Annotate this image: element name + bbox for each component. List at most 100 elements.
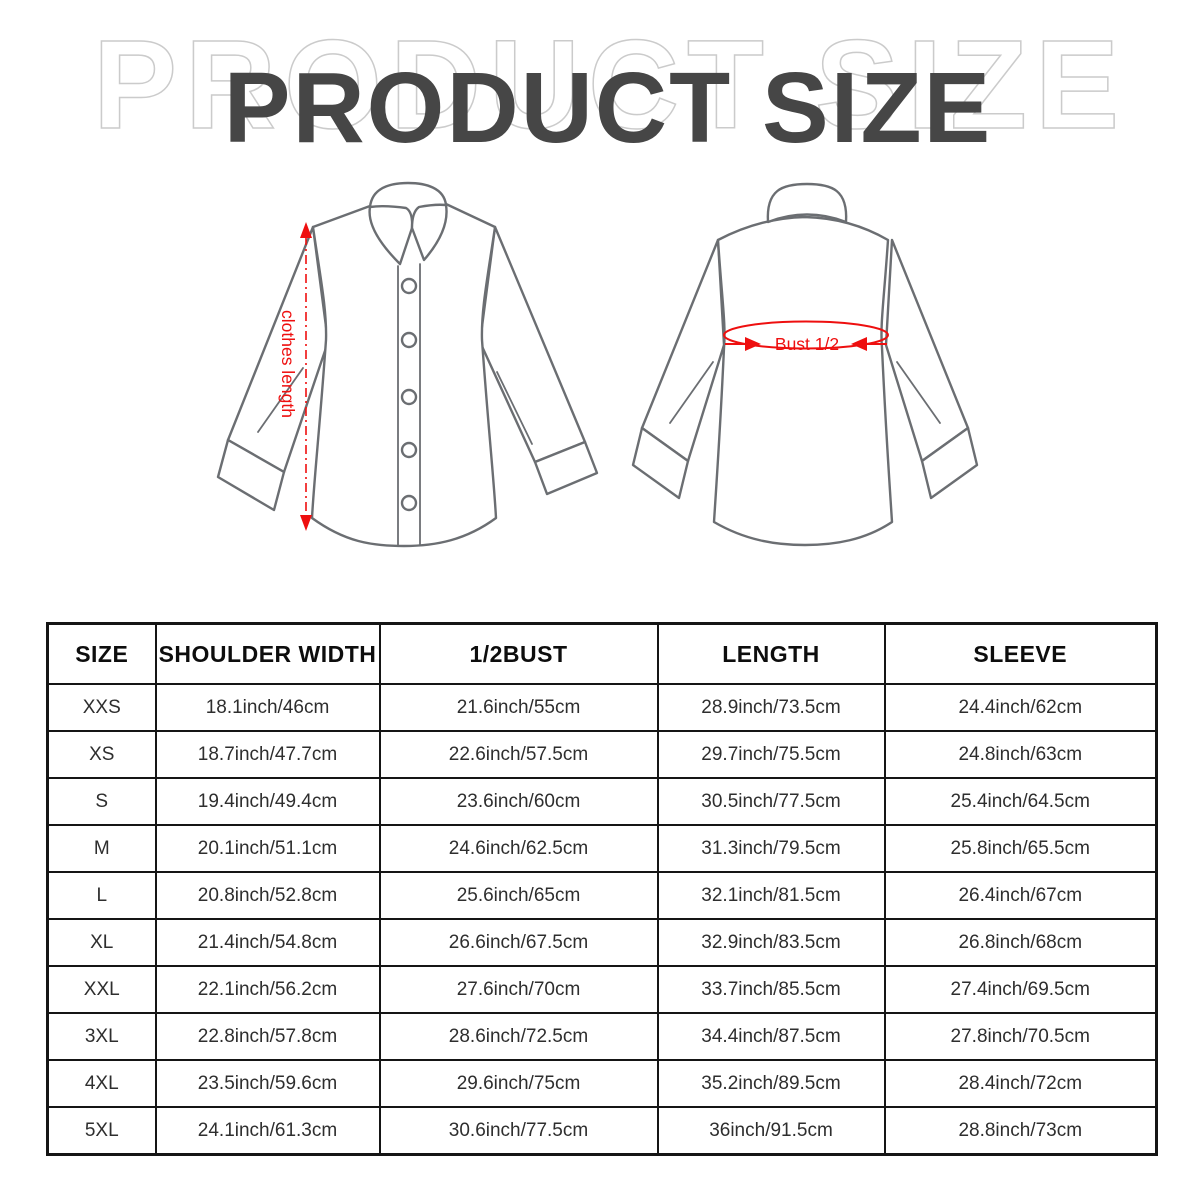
column-header-length: LENGTH (656, 622, 886, 685)
back-left-sleeve-crease (669, 361, 714, 424)
size-cell: S (46, 777, 157, 826)
column-header-sleeve: SLEEVE (883, 622, 1158, 685)
length-cell: 35.2inch/89.5cm (656, 1059, 886, 1108)
bust-cell: 27.6inch/70cm (378, 965, 659, 1014)
shoulder-cell: 18.1inch/46cm (154, 683, 381, 732)
back-collar-band (766, 182, 848, 224)
table-row: S 19.4inch/49.4cm 23.6inch/60cm 30.5inch… (46, 777, 1158, 826)
back-right-sleeve-crease (896, 361, 941, 424)
table-row: 5XL 24.1inch/61.3cm 30.6inch/77.5cm 36in… (46, 1106, 1158, 1156)
size-cell: XXS (46, 683, 157, 732)
front-placket (397, 263, 421, 546)
table-row: M 20.1inch/51.1cm 24.6inch/62.5cm 31.3in… (46, 824, 1158, 873)
table-row: L 20.8inch/52.8cm 25.6inch/65cm 32.1inch… (46, 871, 1158, 920)
table-row: 4XL 23.5inch/59.6cm 29.6inch/75cm 35.2in… (46, 1059, 1158, 1108)
size-cell: M (46, 824, 157, 873)
front-left-cuff (216, 438, 286, 512)
sleeve-cell: 26.8inch/68cm (883, 918, 1158, 967)
table-row: XXS 18.1inch/46cm 21.6inch/55cm 28.9inch… (46, 683, 1158, 732)
length-cell: 32.1inch/81.5cm (656, 871, 886, 920)
button-dot (400, 494, 418, 512)
front-shirt-diagram: clothes length (216, 181, 599, 548)
shoulder-cell: 22.1inch/56.2cm (154, 965, 381, 1014)
bust-annotation: Bust 1/2 (723, 320, 889, 354)
bust-cell: 21.6inch/55cm (378, 683, 659, 732)
length-cell: 31.3inch/79.5cm (656, 824, 886, 873)
size-cell: XXL (46, 965, 157, 1014)
shoulder-cell: 23.5inch/59.6cm (154, 1059, 381, 1108)
back-body (712, 215, 894, 547)
page-title: PRODUCT SIZE (223, 52, 993, 164)
shoulder-cell: 22.8inch/57.8cm (154, 1012, 381, 1061)
back-left-cuff (631, 426, 690, 500)
sleeve-cell: 25.4inch/64.5cm (883, 777, 1158, 826)
front-shirt-drawing (216, 181, 599, 548)
column-header-half-bust: 1/2BUST (378, 622, 659, 685)
table-row: XXL 22.1inch/56.2cm 27.6inch/70cm 33.7in… (46, 965, 1158, 1014)
front-right-sleeve-crease (496, 371, 533, 445)
length-cell: 29.7inch/75.5cm (656, 730, 886, 779)
shoulder-cell: 20.8inch/52.8cm (154, 871, 381, 920)
bust-cell: 25.6inch/65cm (378, 871, 659, 920)
sleeve-cell: 24.4inch/62cm (883, 683, 1158, 732)
bust-cell: 23.6inch/60cm (378, 777, 659, 826)
length-cell: 36inch/91.5cm (656, 1106, 886, 1156)
bust-label: Bust 1/2 (775, 334, 839, 354)
size-cell: 5XL (46, 1106, 157, 1156)
size-cell: 3XL (46, 1012, 157, 1061)
arrow-right-icon (745, 337, 761, 351)
ghost-watermark-title: PRODUCT SIZE (92, 14, 1128, 155)
front-right-cuff (533, 440, 599, 496)
bust-cell: 24.6inch/62.5cm (378, 824, 659, 873)
length-cell: 30.5inch/77.5cm (656, 777, 886, 826)
shoulder-cell: 18.7inch/47.7cm (154, 730, 381, 779)
sleeve-cell: 26.4inch/67cm (883, 871, 1158, 920)
shoulder-cell: 20.1inch/51.1cm (154, 824, 381, 873)
column-header-size: SIZE (46, 622, 157, 685)
arrow-up-icon (300, 222, 312, 238)
front-body (310, 200, 498, 548)
arrow-left-icon (851, 337, 867, 351)
button-dot (400, 441, 418, 459)
length-cell: 32.9inch/83.5cm (656, 918, 886, 967)
table-row: XS 18.7inch/47.7cm 22.6inch/57.5cm 29.7i… (46, 730, 1158, 779)
front-left-sleeve (226, 225, 330, 474)
back-left-sleeve (640, 238, 726, 463)
button-dot (400, 277, 418, 295)
front-collar-left-flap (368, 205, 414, 266)
shoulder-cell: 24.1inch/61.3cm (154, 1106, 381, 1156)
table-header-row: SIZE SHOULDER WIDTH 1/2BUST LENGTH SLEEV… (46, 622, 1158, 685)
sleeve-cell: 25.8inch/65.5cm (883, 824, 1158, 873)
size-cell: XL (46, 918, 157, 967)
front-collar-right-flap (410, 203, 448, 262)
sleeve-cell: 27.8inch/70.5cm (883, 1012, 1158, 1061)
bust-cell: 26.6inch/67.5cm (378, 918, 659, 967)
arrow-down-icon (300, 515, 312, 531)
front-collar-band (368, 181, 448, 209)
table-row: 3XL 22.8inch/57.8cm 28.6inch/72.5cm 34.4… (46, 1012, 1158, 1061)
bust-cell: 22.6inch/57.5cm (378, 730, 659, 779)
front-right-sleeve (478, 225, 587, 464)
back-right-cuff (920, 426, 979, 500)
clothes-length-label: clothes length (278, 310, 298, 418)
length-cell: 33.7inch/85.5cm (656, 965, 886, 1014)
bust-cell: 29.6inch/75cm (378, 1059, 659, 1108)
clothes-length-annotation: clothes length (278, 222, 312, 531)
sleeve-cell: 24.8inch/63cm (883, 730, 1158, 779)
button-dot (400, 388, 418, 406)
size-table: SIZE SHOULDER WIDTH 1/2BUST LENGTH SLEEV… (46, 622, 1158, 1156)
column-header-shoulder-width: SHOULDER WIDTH (154, 622, 381, 685)
length-cell: 28.9inch/73.5cm (656, 683, 886, 732)
button-dot (400, 331, 418, 349)
shoulder-cell: 19.4inch/49.4cm (154, 777, 381, 826)
bust-measure-ellipse (723, 320, 889, 350)
bust-cell: 30.6inch/77.5cm (378, 1106, 659, 1156)
length-cell: 34.4inch/87.5cm (656, 1012, 886, 1061)
size-cell: 4XL (46, 1059, 157, 1108)
back-shirt-diagram: Bust 1/2 (631, 182, 979, 547)
sleeve-cell: 28.4inch/72cm (883, 1059, 1158, 1108)
shoulder-cell: 21.4inch/54.8cm (154, 918, 381, 967)
bust-cell: 28.6inch/72.5cm (378, 1012, 659, 1061)
back-right-sleeve (884, 238, 970, 463)
